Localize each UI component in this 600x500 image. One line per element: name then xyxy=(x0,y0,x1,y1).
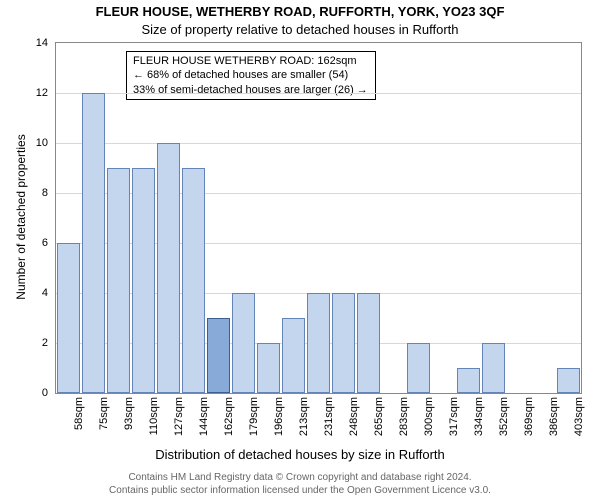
chart-plot-area: FLEUR HOUSE WETHERBY ROAD: 162sqm ← 68% … xyxy=(55,42,582,394)
histogram-bar xyxy=(82,93,106,393)
chart-title: FLEUR HOUSE, WETHERBY ROAD, RUFFORTH, YO… xyxy=(0,4,600,19)
histogram-bar xyxy=(282,318,306,393)
x-axis-label: Distribution of detached houses by size … xyxy=(0,447,600,462)
histogram-bar xyxy=(182,168,206,393)
xtick-label: 352sqm xyxy=(498,397,510,436)
xtick-label: 127sqm xyxy=(173,397,185,436)
histogram-bar xyxy=(407,343,431,393)
y-axis-label-wrap: Number of detached properties xyxy=(14,42,26,392)
ytick-label: 6 xyxy=(42,237,48,249)
y-axis-label: Number of detached properties xyxy=(14,134,28,299)
histogram-bar xyxy=(557,368,581,393)
xtick-label: 403sqm xyxy=(573,397,585,436)
histogram-bar xyxy=(57,243,81,393)
histogram-bar xyxy=(132,168,156,393)
footer-line1: Contains HM Land Registry data © Crown c… xyxy=(0,472,600,485)
xtick-label: 231sqm xyxy=(323,397,335,436)
ytick-label: 10 xyxy=(36,137,48,149)
xtick-label: 317sqm xyxy=(448,397,460,436)
annotation-line1: FLEUR HOUSE WETHERBY ROAD: 162sqm xyxy=(133,54,369,68)
histogram-bar xyxy=(257,343,281,393)
ytick-label: 14 xyxy=(36,37,48,49)
ytick-label: 8 xyxy=(42,187,48,199)
histogram-bar xyxy=(332,293,356,393)
xtick-label: 179sqm xyxy=(248,397,260,436)
chart-subtitle: Size of property relative to detached ho… xyxy=(0,22,600,37)
histogram-bar xyxy=(207,318,231,393)
ytick-label: 0 xyxy=(42,387,48,399)
ytick-label: 4 xyxy=(42,287,48,299)
xtick-label: 213sqm xyxy=(298,397,310,436)
histogram-bar xyxy=(157,143,181,393)
xtick-label: 162sqm xyxy=(223,397,235,436)
histogram-bar xyxy=(232,293,256,393)
xtick-label: 283sqm xyxy=(398,397,410,436)
histogram-bar xyxy=(457,368,481,393)
histogram-bar xyxy=(357,293,381,393)
xtick-label: 93sqm xyxy=(123,397,135,430)
footer-line2: Contains public sector information licen… xyxy=(0,485,600,498)
xtick-label: 75sqm xyxy=(98,397,110,430)
xtick-label: 300sqm xyxy=(423,397,435,436)
gridline-h xyxy=(56,143,581,144)
ytick-label: 2 xyxy=(42,337,48,349)
xtick-label: 334sqm xyxy=(473,397,485,436)
xtick-label: 144sqm xyxy=(198,397,210,436)
histogram-bar xyxy=(482,343,506,393)
annotation-line3: 33% of semi-detached houses are larger (… xyxy=(133,83,369,97)
histogram-bar xyxy=(307,293,331,393)
xtick-label: 110sqm xyxy=(148,397,160,435)
ytick-label: 12 xyxy=(36,87,48,99)
gridline-h xyxy=(56,93,581,94)
xtick-label: 248sqm xyxy=(348,397,360,436)
chart-footer: Contains HM Land Registry data © Crown c… xyxy=(0,472,600,497)
xtick-label: 58sqm xyxy=(73,397,85,430)
xtick-label: 386sqm xyxy=(548,397,560,436)
xtick-label: 196sqm xyxy=(273,397,285,436)
xtick-label: 369sqm xyxy=(523,397,535,436)
histogram-bar xyxy=(107,168,131,393)
annotation-line2: ← 68% of detached houses are smaller (54… xyxy=(133,68,369,82)
xtick-label: 265sqm xyxy=(373,397,385,436)
